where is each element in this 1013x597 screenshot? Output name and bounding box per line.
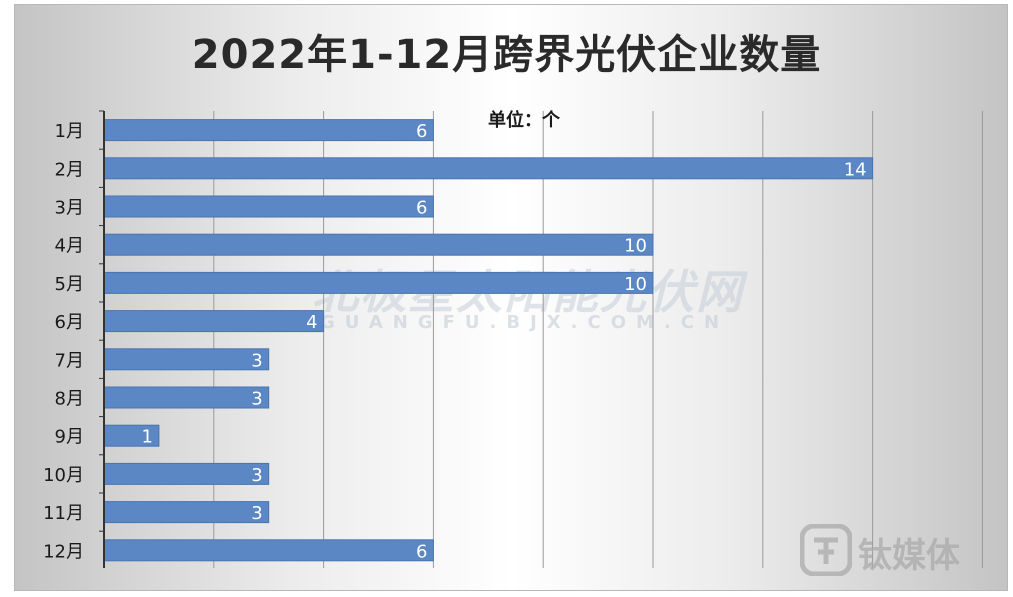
data-label: 10 <box>624 236 647 257</box>
category-label: 12月 <box>43 541 84 562</box>
data-label: 6 <box>416 121 427 142</box>
bar <box>103 539 434 562</box>
bar <box>103 233 654 256</box>
category-label: 5月 <box>55 274 84 295</box>
bar <box>103 157 874 180</box>
bar <box>103 501 270 524</box>
data-label: 3 <box>251 465 262 486</box>
bar <box>103 348 270 371</box>
bar <box>103 310 325 333</box>
category-label: 9月 <box>55 427 84 448</box>
data-label: 1 <box>141 427 152 448</box>
watermark-logo: 钛媒体 <box>800 520 990 580</box>
data-label: 3 <box>251 503 262 524</box>
data-label: 3 <box>251 389 262 410</box>
category-label: 1月 <box>55 121 84 142</box>
data-label: 3 <box>251 350 262 371</box>
bar <box>103 271 654 294</box>
category-label: 7月 <box>55 350 84 371</box>
watermark-url: GUANGFU.BJX.COM.CN <box>320 312 730 333</box>
logo-text: 钛媒体 <box>858 536 960 576</box>
bar <box>103 386 270 409</box>
bar <box>103 195 434 218</box>
category-label: 8月 <box>55 389 84 410</box>
bar <box>103 119 434 142</box>
category-label: 3月 <box>55 198 84 219</box>
data-label: 14 <box>844 159 867 180</box>
category-label: 4月 <box>55 236 84 257</box>
logo-icon <box>800 524 852 576</box>
bar <box>103 462 270 485</box>
category-label: 10月 <box>43 465 84 486</box>
data-label: 4 <box>306 312 317 333</box>
data-label: 6 <box>416 198 427 219</box>
category-label: 6月 <box>55 312 84 333</box>
data-label: 6 <box>416 541 427 562</box>
chart-title: 2022年1-12月跨界光伏企业数量 <box>191 32 822 78</box>
category-label: 11月 <box>43 503 84 524</box>
chart-frame <box>14 4 1008 591</box>
data-label: 10 <box>624 274 647 295</box>
unit-label: 单位：个 <box>488 110 560 131</box>
category-label: 2月 <box>55 159 84 180</box>
